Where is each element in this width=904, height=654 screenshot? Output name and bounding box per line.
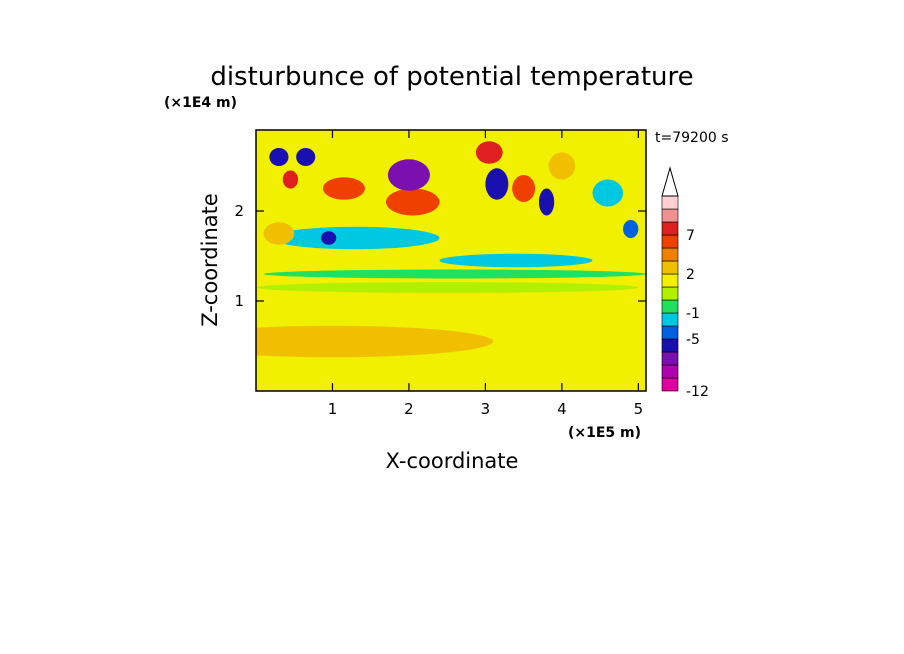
colorbar-tick-label: -12 <box>686 384 709 400</box>
contour-region-0 <box>256 325 494 358</box>
colorbar-segment <box>661 273 679 288</box>
contour-region-4 <box>439 253 593 268</box>
contour-region-3 <box>263 269 646 279</box>
contour-region-16 <box>538 188 555 216</box>
colorbar-segment <box>661 312 679 327</box>
colorbar-segment <box>661 377 679 392</box>
plot-frame <box>255 129 647 392</box>
contour-region-12 <box>269 148 289 166</box>
colorbar-segment <box>661 195 679 210</box>
x-tick-label: 2 <box>404 400 414 418</box>
time-label: t=79200 s <box>655 130 729 146</box>
contour-region-8 <box>322 177 365 200</box>
contour-region-11 <box>282 170 299 189</box>
x-unit-label: (×1E5 m) <box>568 425 641 441</box>
y-axis-label: Z-coordinate <box>198 193 222 327</box>
colorbar-segment <box>661 234 679 249</box>
x-tick-label: 5 <box>634 400 644 418</box>
colorbar: -12-5-127 <box>661 166 709 400</box>
colorbar-tick-label: -5 <box>686 332 700 348</box>
contour-region-10 <box>296 148 316 166</box>
colorbar-segment <box>661 260 679 275</box>
colorbar-extend-arrow <box>661 166 679 197</box>
contour-region-18 <box>592 179 624 207</box>
contour-region-14 <box>512 175 536 202</box>
y-tick-label: 2 <box>234 202 244 220</box>
contour-region-5 <box>271 226 440 250</box>
contour-region-15 <box>475 141 503 164</box>
colorbar-tick-label: -1 <box>686 306 700 322</box>
heatmap-plot <box>256 130 646 391</box>
contour-region-9 <box>387 159 430 191</box>
x-axis-label: X-coordinate <box>386 449 519 473</box>
contour-region-2 <box>256 282 639 293</box>
colorbar-tick-label: 2 <box>686 267 695 283</box>
contour-region-6 <box>263 222 295 245</box>
colorbar-segment <box>661 338 679 353</box>
contour-region-13 <box>485 168 509 200</box>
colorbar-segment <box>661 208 679 223</box>
chart-title: disturbunce of potential temperature <box>210 62 693 92</box>
colorbar-tick-label: 7 <box>686 228 695 244</box>
contour-region-7 <box>386 188 440 216</box>
x-tick-label: 1 <box>328 400 338 418</box>
colorbar-segment <box>661 299 679 314</box>
colorbar-segment <box>661 221 679 236</box>
x-tick-label: 3 <box>481 400 491 418</box>
colorbar-segment <box>661 364 679 379</box>
colorbar-segment <box>661 286 679 301</box>
colorbar-segment <box>661 351 679 366</box>
contour-region-1 <box>256 367 639 379</box>
y-tick-label: 1 <box>234 292 244 310</box>
y-unit-label: (×1E4 m) <box>164 95 237 111</box>
x-tick-label: 4 <box>557 400 567 418</box>
contour-region-17 <box>548 152 576 180</box>
contour-region-19 <box>321 231 337 245</box>
colorbar-segment <box>661 247 679 262</box>
contour-region-20 <box>623 220 639 238</box>
colorbar-segment <box>661 325 679 340</box>
